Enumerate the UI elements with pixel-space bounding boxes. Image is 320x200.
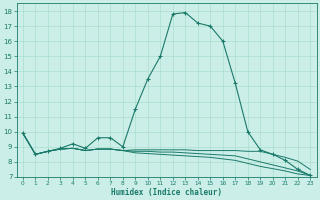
X-axis label: Humidex (Indice chaleur): Humidex (Indice chaleur): [111, 188, 222, 197]
